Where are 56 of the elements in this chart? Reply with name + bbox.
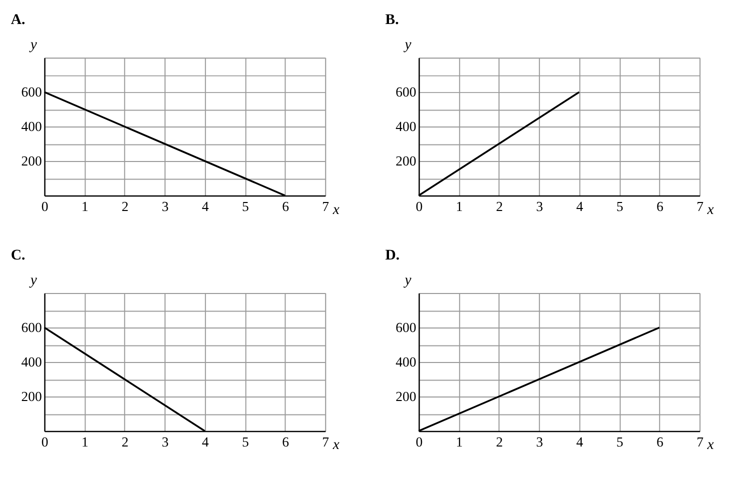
x-tick-label: 2 xyxy=(496,434,503,450)
x-tick-label: 2 xyxy=(122,198,129,214)
y-axis-title: y xyxy=(28,37,38,54)
x-tick-label: 6 xyxy=(656,434,664,450)
x-tick-label: 4 xyxy=(202,434,209,450)
x-axis-title: x xyxy=(332,202,340,218)
x-tick-label: 0 xyxy=(41,434,48,450)
x-axis-title: x xyxy=(706,202,714,218)
x-tick-label: 1 xyxy=(81,198,88,214)
x-axis-title: x xyxy=(332,437,340,454)
x-tick-label: 5 xyxy=(242,198,249,214)
y-tick-label: 600 xyxy=(396,84,416,100)
chart-title: B. xyxy=(385,12,400,28)
y-axis-title: y xyxy=(402,37,412,54)
y-tick-label: 400 xyxy=(21,354,42,370)
y-tick-label: 200 xyxy=(396,388,416,404)
x-tick-label: 3 xyxy=(162,434,169,450)
x-tick-label: 5 xyxy=(242,434,249,450)
x-tick-label: 1 xyxy=(456,434,463,450)
chart-title: D. xyxy=(385,248,400,264)
y-axis-title: y xyxy=(28,272,38,289)
x-tick-label: 5 xyxy=(616,198,624,214)
x-tick-label: 6 xyxy=(656,198,664,214)
x-tick-label: 3 xyxy=(536,434,544,450)
y-tick-label: 200 xyxy=(21,388,42,404)
y-tick-label: 600 xyxy=(21,84,42,100)
y-axis-title: y xyxy=(402,272,412,289)
x-tick-label: 0 xyxy=(416,434,423,450)
y-tick-label: 600 xyxy=(396,320,416,335)
x-tick-label: 1 xyxy=(81,434,88,450)
y-tick-label: 400 xyxy=(396,354,416,370)
y-tick-label: 200 xyxy=(396,153,416,168)
x-axis-title: x xyxy=(706,437,714,454)
y-tick-label: 400 xyxy=(21,118,42,134)
x-tick-label: 6 xyxy=(282,434,290,450)
y-tick-label: 200 xyxy=(21,153,42,168)
y-tick-label: 400 xyxy=(396,118,416,134)
x-tick-label: 1 xyxy=(456,198,463,214)
x-tick-label: 2 xyxy=(122,434,129,450)
x-tick-label: 7 xyxy=(322,434,330,450)
x-tick-label: 4 xyxy=(202,198,209,214)
x-tick-label: 5 xyxy=(616,434,624,450)
x-tick-label: 7 xyxy=(696,198,704,214)
x-tick-label: 7 xyxy=(696,434,704,450)
chart-title: A. xyxy=(10,12,26,28)
x-tick-label: 4 xyxy=(576,198,584,214)
x-tick-label: 0 xyxy=(416,198,423,214)
x-tick-label: 4 xyxy=(576,434,584,450)
chart-title: C. xyxy=(10,248,26,264)
x-tick-label: 2 xyxy=(496,198,503,214)
y-tick-label: 600 xyxy=(21,320,42,335)
x-tick-label: 3 xyxy=(536,198,544,214)
x-tick-label: 0 xyxy=(41,198,48,214)
x-tick-label: 3 xyxy=(162,198,169,214)
x-tick-label: 7 xyxy=(322,198,330,214)
x-tick-label: 6 xyxy=(282,198,290,214)
